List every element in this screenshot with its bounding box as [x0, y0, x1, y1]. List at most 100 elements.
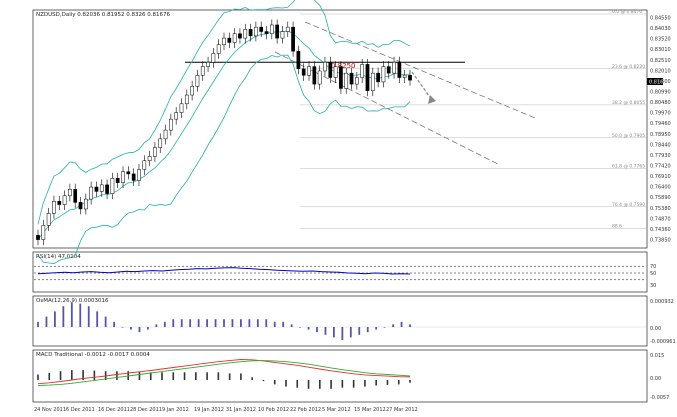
osma-bar	[96, 311, 99, 327]
candle-body	[291, 26, 295, 52]
rsi-level-50: 50	[650, 271, 656, 277]
price-y-tick: 0.79460	[650, 121, 671, 127]
osma-bar	[197, 319, 200, 327]
candle-body	[360, 64, 365, 78]
bollinger-lower-band	[37, 54, 411, 265]
projection-arrow-line	[411, 71, 433, 101]
osma-bar	[37, 321, 39, 327]
candle-body	[153, 147, 157, 157]
osma-bar	[104, 316, 107, 327]
macd-hist-bar	[116, 371, 118, 380]
candle-body	[280, 31, 285, 39]
osma-bar	[163, 321, 166, 327]
price-y-tick: 0.78950	[650, 132, 671, 138]
candle-body	[227, 37, 232, 43]
candle-body	[158, 138, 163, 148]
macd-hist-bar	[319, 380, 321, 389]
osma-bar	[138, 327, 141, 333]
price-y-tick: 0.80990	[650, 90, 671, 96]
candle-body	[195, 75, 200, 87]
macd-hist-bar	[59, 371, 62, 380]
macd-hist-bar	[149, 372, 152, 380]
x-axis-label: 22 Feb 2012	[290, 407, 321, 413]
candle-body	[238, 33, 242, 39]
macd-panel-frame	[32, 349, 648, 403]
candle-body	[126, 171, 131, 175]
candle-body	[339, 66, 343, 89]
candle-body	[296, 50, 301, 70]
candle-body	[115, 178, 120, 183]
osma-bar	[70, 302, 73, 327]
osma-title: OsMA(12,26,9) 0.0003016	[36, 298, 109, 304]
osma-bar	[383, 327, 386, 328]
rsi-line	[37, 267, 411, 275]
candle-body	[392, 61, 396, 74]
price-y-tick: 0.76910	[650, 174, 671, 180]
osma-tick-zero: 0.00	[650, 326, 661, 332]
candle-body	[131, 173, 136, 181]
rsi-panel-frame	[32, 251, 648, 293]
price-y-tick: 0.73850	[650, 238, 671, 244]
macd-hist-bar	[409, 380, 411, 383]
candle-body	[89, 186, 93, 200]
osma-bar	[206, 319, 208, 327]
fib-level-label: 50.0 @ 0.7905	[612, 133, 645, 139]
candle-body	[402, 75, 407, 78]
macd-hist-bar	[217, 372, 220, 380]
x-axis-label: 10 Feb 2012	[258, 407, 289, 413]
candle-body	[62, 195, 67, 205]
candle-body	[264, 31, 269, 34]
osma-bar	[87, 306, 90, 327]
osma-bar	[147, 327, 149, 330]
macd-hist-bar	[172, 372, 175, 380]
macd-hist-bar	[273, 380, 276, 385]
osma-bar	[256, 319, 259, 327]
candle-body	[36, 234, 40, 240]
osma-bar	[130, 327, 132, 330]
x-axis-label: 19 Jan 2012	[194, 407, 224, 413]
macd-hist-bar	[37, 374, 39, 380]
rsi-level-30: 30	[650, 283, 656, 289]
candle-body	[376, 72, 380, 83]
macd-hist-bar	[262, 380, 265, 382]
candle-body	[147, 156, 152, 162]
candle-body	[99, 184, 104, 192]
osma-bar	[290, 324, 293, 327]
fib-level-label: 0.0 @ 0.8470	[612, 9, 642, 15]
macd-tick-zero: 0.00	[650, 376, 661, 382]
macd-hist-bar	[330, 380, 332, 389]
candle-body	[248, 29, 253, 37]
macd-tick-bottom: -0.0057	[650, 395, 669, 401]
candle-body	[216, 44, 221, 54]
candle-body	[312, 66, 317, 85]
price-y-tick: 0.79970	[650, 111, 671, 117]
fib-level-label: 23.6 @ 0.8220	[612, 64, 645, 70]
resistance-label: 0.8250	[331, 62, 356, 70]
candle-body	[386, 66, 391, 74]
price-y-tick: 0.80480	[650, 100, 671, 106]
candle-body	[381, 66, 386, 83]
candle-body	[163, 129, 168, 140]
candle-body	[307, 66, 311, 76]
macd-hist-bar	[71, 370, 73, 380]
osma-bar	[349, 327, 352, 338]
osma-bar	[62, 306, 65, 327]
candle-body	[200, 66, 205, 76]
candle-body	[78, 202, 83, 210]
macd-hist-bar	[341, 380, 344, 388]
candle-body	[211, 53, 216, 63]
macd-hist-bar	[251, 377, 253, 380]
candle-body	[68, 188, 72, 197]
candle-body	[184, 94, 189, 105]
candle-body	[254, 26, 258, 37]
candle-body	[397, 61, 402, 78]
candle-body	[52, 201, 56, 214]
osma-bar	[375, 327, 378, 330]
macd-main-line	[37, 359, 411, 385]
x-axis-label: 15 Mar 2012	[354, 407, 386, 413]
osma-bar	[223, 319, 225, 327]
x-axis-label: 31 Jan 2012	[226, 407, 256, 413]
macd-hist-bar	[183, 372, 186, 380]
osma-tick-bottom: -0.000961	[650, 339, 676, 345]
